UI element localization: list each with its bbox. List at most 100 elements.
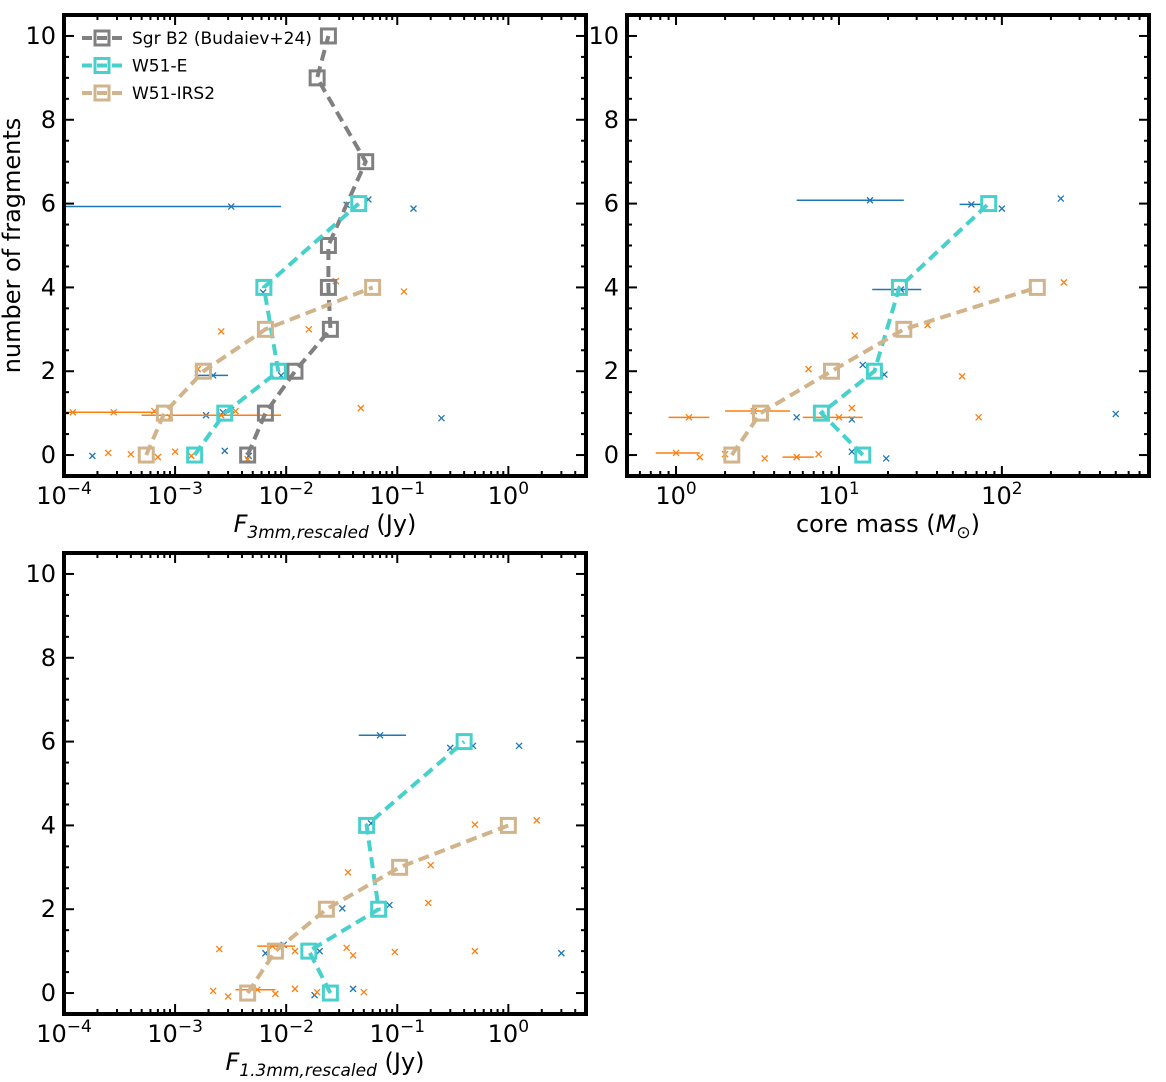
- data-point-marker: [859, 361, 867, 369]
- data-point-marker: [316, 947, 324, 955]
- x-tick-label: 10−3: [147, 1017, 203, 1048]
- data-point-marker: [88, 452, 96, 460]
- series-line: [245, 35, 368, 456]
- data-point-marker: [1112, 410, 1120, 418]
- series-marker: [357, 153, 375, 171]
- y-tick-label: 6: [604, 190, 619, 218]
- series-marker: [370, 900, 388, 918]
- series-marker: [865, 362, 883, 380]
- data-point-marker: [805, 365, 812, 373]
- x-axis-label-unit: ): [971, 510, 980, 538]
- data-point-marker: [221, 447, 229, 455]
- x-ticks: [626, 15, 1150, 476]
- x-tick-label: 10−3: [147, 479, 203, 510]
- series-marker: [137, 446, 155, 464]
- data-point-marker: [1057, 195, 1065, 203]
- data-point-marker: [424, 899, 432, 907]
- x-tick-label: 10−2: [258, 479, 314, 510]
- x-tick-exponent: −1: [400, 479, 425, 499]
- y-tick-label: 6: [41, 728, 56, 756]
- series-line: [818, 202, 991, 457]
- series-w51-e: [812, 195, 998, 464]
- x-axis-label: F1.3mm,rescaled (Jy): [225, 1048, 424, 1078]
- data-point-marker: [866, 196, 874, 204]
- series-w51-irs2: [137, 278, 382, 464]
- data-point-marker: [438, 414, 445, 422]
- x-tick-exponent: −4: [67, 1017, 92, 1037]
- x-tick-base: 10: [147, 482, 178, 510]
- data-point-marker: [227, 203, 235, 210]
- data-point-marker: [672, 449, 680, 457]
- plot-area: [655, 195, 1120, 464]
- x-tick-exponent: −3: [178, 1017, 203, 1037]
- x-tick-exponent: 0: [686, 479, 697, 499]
- plot-area: [64, 27, 445, 464]
- data-point-marker: [376, 731, 384, 739]
- data-point-marker: [471, 947, 479, 955]
- series-marker: [823, 362, 841, 380]
- series-w51-e: [300, 733, 473, 1002]
- x-axis-label-unit: (Jy): [377, 1048, 425, 1076]
- data-point-marker: [882, 454, 890, 462]
- x-tick-base: 10: [147, 1020, 178, 1048]
- y-tick-label: 10: [25, 560, 56, 588]
- data-point-marker: [344, 868, 352, 876]
- data-point-marker: [391, 948, 399, 956]
- data-point-marker: [685, 413, 693, 421]
- data-points: [655, 195, 1120, 462]
- y-ticks: [627, 34, 1149, 457]
- series-marker: [723, 446, 741, 464]
- series-marker: [752, 404, 770, 422]
- y-tick-label: 8: [604, 106, 619, 134]
- plot-area: [209, 731, 565, 1002]
- y-tick-label: 4: [41, 273, 56, 301]
- data-point-marker: [343, 944, 351, 952]
- series-marker: [155, 404, 173, 422]
- data-point-marker: [385, 901, 393, 909]
- data-point-marker: [349, 951, 357, 959]
- data-point-marker: [291, 985, 299, 993]
- data-point-marker: [360, 988, 368, 996]
- x-axis-label: core mass (M⊙): [796, 510, 980, 543]
- series-marker: [266, 942, 284, 960]
- y-axis-label: number of fragments: [0, 118, 26, 374]
- panel-bottom-left: 10−4 10−3 10−2 10−1 1000246810F1.3mm,rescale…: [25, 551, 588, 1081]
- data-point-marker: [515, 742, 523, 750]
- data-point-marker: [835, 413, 843, 421]
- data-point-marker: [557, 949, 565, 957]
- data-point-marker: [815, 450, 823, 458]
- data-point-marker: [848, 448, 856, 456]
- series-sgr-b2-budaiev-24-: [239, 27, 375, 464]
- data-point-marker: [793, 413, 801, 421]
- y-tick-label: 10: [588, 22, 619, 50]
- series-marker: [890, 278, 908, 296]
- y-tick-label: 8: [41, 106, 56, 134]
- y-tick-label: 2: [604, 357, 619, 385]
- y-tick-label: 0: [41, 979, 56, 1007]
- series-marker: [239, 446, 257, 464]
- x-tick-base: 10: [369, 482, 400, 510]
- x-tick-exponent: 2: [1012, 479, 1023, 499]
- legend-marker: [93, 29, 111, 47]
- series-line: [246, 823, 510, 995]
- data-point-marker: [110, 408, 118, 416]
- series-marker: [256, 404, 274, 422]
- series-marker: [391, 858, 409, 876]
- panel-top-left: 10−4 10−3 10−2 10−1 1000246810F3mm,rescaled …: [0, 13, 588, 543]
- x-tick-exponent: 1: [849, 479, 860, 499]
- series-marker: [317, 900, 335, 918]
- series-marker: [216, 404, 234, 422]
- series-marker: [286, 362, 304, 380]
- legend: Sgr B2 (Budaiev+24) W51-E W51-IRS2: [82, 29, 312, 104]
- y-tick-label: 2: [41, 357, 56, 385]
- series-marker: [269, 362, 287, 380]
- data-point-marker: [998, 205, 1006, 213]
- y-tick-label: 4: [604, 273, 619, 301]
- data-point-marker: [154, 453, 162, 461]
- data-point-marker: [471, 821, 479, 829]
- series-marker: [350, 195, 368, 213]
- y-tick-label: 0: [41, 441, 56, 469]
- series-w51-irs2: [723, 278, 1046, 464]
- x-tick-exponent: −1: [400, 1017, 425, 1037]
